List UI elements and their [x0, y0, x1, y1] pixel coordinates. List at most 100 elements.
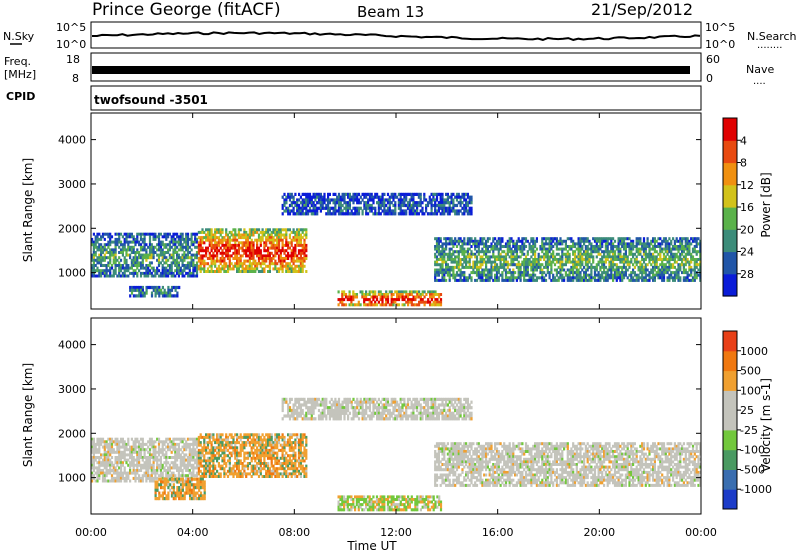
- data-cell: [172, 285, 175, 290]
- data-cell: [622, 242, 626, 246]
- data-cell: [490, 260, 493, 264]
- data-cell: [465, 265, 468, 269]
- data-cell: [459, 273, 462, 277]
- data-cell: [363, 293, 366, 296]
- data-cell: [457, 212, 460, 216]
- data-cell: [613, 239, 617, 243]
- data-cell: [268, 259, 271, 263]
- data-cell: [524, 245, 528, 248]
- data-cell: [345, 192, 348, 196]
- data-cell: [563, 278, 566, 282]
- data-cell: [205, 254, 208, 258]
- data-cell: [352, 295, 355, 299]
- data-cell: [243, 236, 246, 240]
- data-cell: [441, 192, 444, 196]
- data-cell: [479, 276, 482, 280]
- data-cell: [103, 237, 106, 241]
- data-cell: [194, 264, 197, 267]
- data-cell: [523, 237, 526, 241]
- data-cell: [125, 453, 128, 457]
- data-cell: [383, 203, 386, 208]
- data-cell: [161, 442, 164, 446]
- data-cell: [439, 212, 442, 216]
- data-cell: [186, 237, 190, 241]
- data-cell: [98, 248, 101, 252]
- data-cell: [352, 192, 355, 196]
- data-cell: [553, 276, 557, 280]
- data-cell: [579, 239, 582, 243]
- data-cell: [455, 263, 459, 267]
- data-cell: [299, 259, 302, 263]
- data-cell: [512, 276, 515, 280]
- data-cell: [203, 259, 206, 263]
- data-cell: [575, 263, 578, 267]
- data-cell: [581, 258, 584, 261]
- data-cell: [515, 265, 518, 269]
- data-cell: [254, 270, 257, 273]
- data-cell: [183, 474, 186, 478]
- data-cell: [455, 255, 459, 259]
- data-cell: [662, 273, 666, 277]
- data-cell: [408, 201, 411, 205]
- data-cell: [92, 243, 95, 247]
- data-cell: [559, 242, 562, 246]
- data-cell: [91, 466, 94, 470]
- data-cell: [461, 271, 464, 275]
- data-cell: [230, 246, 233, 250]
- data-cell: [581, 252, 584, 256]
- data-cell: [446, 237, 449, 241]
- data-cell: [523, 245, 526, 248]
- data-cell: [548, 237, 551, 241]
- data-cell: [327, 206, 330, 210]
- data-cell: [504, 252, 508, 256]
- data-cell: [379, 198, 382, 202]
- data-cell: [116, 274, 119, 278]
- data-cell: [561, 252, 564, 256]
- data-cell: [681, 237, 684, 241]
- data-cell: [539, 265, 542, 269]
- data-cell: [501, 265, 504, 269]
- data-cell: [385, 203, 388, 208]
- data-cell: [515, 278, 518, 282]
- data-cell: [192, 450, 195, 454]
- data-cell: [379, 295, 382, 299]
- data-cell: [396, 195, 399, 199]
- data-cell: [148, 264, 152, 267]
- data-cell: [512, 252, 515, 256]
- data-cell: [132, 251, 135, 254]
- data-cell: [497, 271, 500, 275]
- data-cell: [648, 250, 651, 254]
- data-cell: [100, 245, 103, 249]
- data-cell: [534, 245, 537, 248]
- data-cell: [682, 276, 685, 280]
- data-cell: [288, 236, 291, 240]
- data-cell: [573, 260, 577, 264]
- data-cell: [168, 253, 171, 257]
- data-cell: [139, 466, 143, 470]
- data-cell: [573, 252, 577, 256]
- data-cell: [301, 198, 304, 202]
- data-cell: [174, 243, 177, 247]
- data-cell: [590, 268, 593, 272]
- data-cell: [670, 265, 673, 269]
- data-cell: [190, 258, 193, 262]
- data-cell: [168, 445, 171, 449]
- data-cell: [259, 243, 262, 247]
- data-cell: [396, 295, 399, 299]
- data-cell: [305, 246, 308, 250]
- data-cell: [138, 240, 141, 244]
- data-cell: [116, 437, 119, 441]
- data-cell: [590, 252, 593, 256]
- data-cell: [314, 198, 317, 202]
- data-cell: [129, 256, 132, 260]
- data-cell: [103, 461, 106, 465]
- data-cell: [276, 267, 279, 271]
- data-cell: [657, 273, 660, 277]
- data-cell: [617, 242, 620, 246]
- data-cell: [379, 195, 382, 199]
- data-cell: [245, 270, 248, 273]
- data-cell: [157, 248, 161, 252]
- data-cell: [345, 209, 348, 213]
- data-cell: [103, 471, 106, 475]
- data-cell: [681, 271, 684, 275]
